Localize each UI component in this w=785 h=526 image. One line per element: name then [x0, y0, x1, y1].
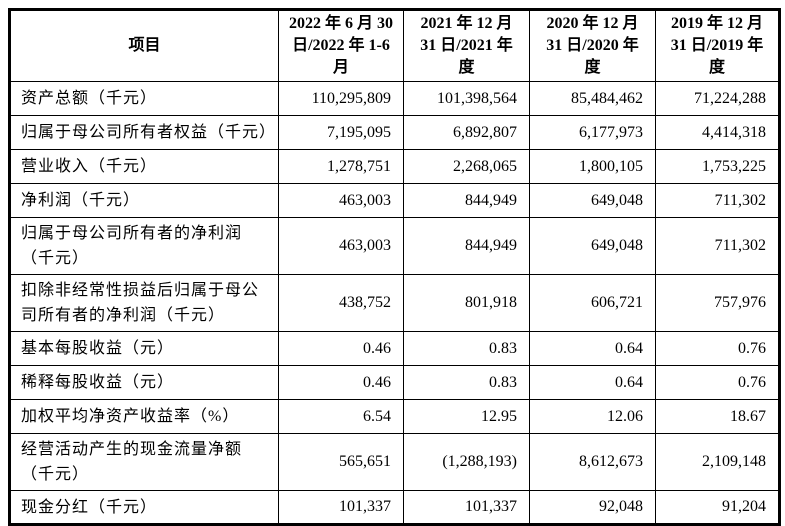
table-row-total-assets: 资产总额（千元） 110,295,809 101,398,564 85,484,…: [9, 81, 780, 116]
table-cell: 2,109,148: [655, 433, 780, 491]
table-cell: 101,398,564: [403, 81, 530, 116]
table-cell: 12.06: [529, 399, 656, 434]
table-cell: 649,048: [529, 183, 656, 218]
header-period-2019: 2019 年 12 月 31 日/2019 年 度: [655, 9, 780, 82]
header-period-2020: 2020 年 12 月 31 日/2020 年 度: [529, 9, 656, 82]
row-label: 归属于母公司所有者权益（千元）: [9, 115, 279, 150]
table-cell: 12.95: [403, 399, 530, 434]
table-cell: 0.76: [655, 331, 780, 366]
table-cell: 0.46: [278, 365, 404, 400]
table-cell: 4,414,318: [655, 115, 780, 150]
header-period-2021: 2021 年 12 月 31 日/2021 年 度: [403, 9, 530, 82]
table-cell: 0.83: [403, 365, 530, 400]
table-row-basic-eps: 基本每股收益（元） 0.46 0.83 0.64 0.76: [9, 331, 780, 366]
table-cell: 711,302: [655, 183, 780, 218]
table-cell: 844,949: [403, 217, 530, 275]
table-row-parent-equity: 归属于母公司所有者权益（千元） 7,195,095 6,892,807 6,17…: [9, 115, 780, 150]
table-header: 项目 2022 年 6 月 30 日/2022 年 1-6 月 2021 年 1…: [9, 9, 780, 82]
table-cell: 801,918: [403, 274, 530, 332]
table-cell: 757,976: [655, 274, 780, 332]
table-row-operating-cash-flow: 经营活动产生的现金流量净额 （千元） 565,651 (1,288,193) 8…: [9, 433, 780, 491]
table-cell: 463,003: [278, 217, 404, 275]
row-label: 归属于母公司所有者的净利润 （千元）: [9, 217, 279, 275]
header-row: 项目 2022 年 6 月 30 日/2022 年 1-6 月 2021 年 1…: [9, 9, 780, 82]
table-row-diluted-eps: 稀释每股收益（元） 0.46 0.83 0.64 0.76: [9, 365, 780, 400]
table-row-operating-revenue: 营业收入（千元） 1,278,751 2,268,065 1,800,105 1…: [9, 149, 780, 184]
table-cell: 2,268,065: [403, 149, 530, 184]
table-cell: 6,177,973: [529, 115, 656, 150]
table-cell: 438,752: [278, 274, 404, 332]
table-cell: 110,295,809: [278, 81, 404, 116]
table-cell: 101,337: [403, 490, 530, 525]
row-label: 资产总额（千元）: [9, 81, 279, 116]
table-cell: 844,949: [403, 183, 530, 218]
table-cell: 85,484,462: [529, 81, 656, 116]
table-row-parent-net-profit: 归属于母公司所有者的净利润 （千元） 463,003 844,949 649,0…: [9, 217, 780, 275]
table-cell: 565,651: [278, 433, 404, 491]
table-cell: 7,195,095: [278, 115, 404, 150]
table-row-deducted-net-profit: 扣除非经常性损益后归属于母公 司所有者的净利润（千元） 438,752 801,…: [9, 274, 780, 332]
table-cell: 8,612,673: [529, 433, 656, 491]
table-cell: 0.46: [278, 331, 404, 366]
table-cell: 606,721: [529, 274, 656, 332]
table-cell: 0.76: [655, 365, 780, 400]
header-item-column: 项目: [9, 9, 279, 82]
table-cell: 1,800,105: [529, 149, 656, 184]
table-cell: 0.64: [529, 365, 656, 400]
table-cell: 0.64: [529, 331, 656, 366]
table-cell: (1,288,193): [403, 433, 530, 491]
row-label: 基本每股收益（元）: [9, 331, 279, 366]
table-cell: 91,204: [655, 490, 780, 525]
table-row-net-profit: 净利润（千元） 463,003 844,949 649,048 711,302: [9, 183, 780, 218]
table-cell: 1,753,225: [655, 149, 780, 184]
table-cell: 463,003: [278, 183, 404, 218]
table-cell: 18.67: [655, 399, 780, 434]
table-cell: 6,892,807: [403, 115, 530, 150]
row-label: 加权平均净资产收益率（%）: [9, 399, 279, 434]
table-row-weighted-roe: 加权平均净资产收益率（%） 6.54 12.95 12.06 18.67: [9, 399, 780, 434]
table-row-cash-dividend: 现金分红（千元） 101,337 101,337 92,048 91,204: [9, 490, 780, 525]
row-label: 经营活动产生的现金流量净额 （千元）: [9, 433, 279, 491]
header-period-2022: 2022 年 6 月 30 日/2022 年 1-6 月: [278, 9, 404, 82]
table-cell: 6.54: [278, 399, 404, 434]
table-cell: 0.83: [403, 331, 530, 366]
table-cell: 649,048: [529, 217, 656, 275]
table-cell: 101,337: [278, 490, 404, 525]
row-label: 营业收入（千元）: [9, 149, 279, 184]
row-label: 稀释每股收益（元）: [9, 365, 279, 400]
row-label: 扣除非经常性损益后归属于母公 司所有者的净利润（千元）: [9, 274, 279, 332]
table-cell: 1,278,751: [278, 149, 404, 184]
row-label: 现金分红（千元）: [9, 490, 279, 525]
table-body: 资产总额（千元） 110,295,809 101,398,564 85,484,…: [9, 81, 780, 525]
table-cell: 71,224,288: [655, 81, 780, 116]
row-label: 净利润（千元）: [9, 183, 279, 218]
financial-summary-table: 项目 2022 年 6 月 30 日/2022 年 1-6 月 2021 年 1…: [8, 8, 781, 526]
table-cell: 92,048: [529, 490, 656, 525]
table-cell: 711,302: [655, 217, 780, 275]
